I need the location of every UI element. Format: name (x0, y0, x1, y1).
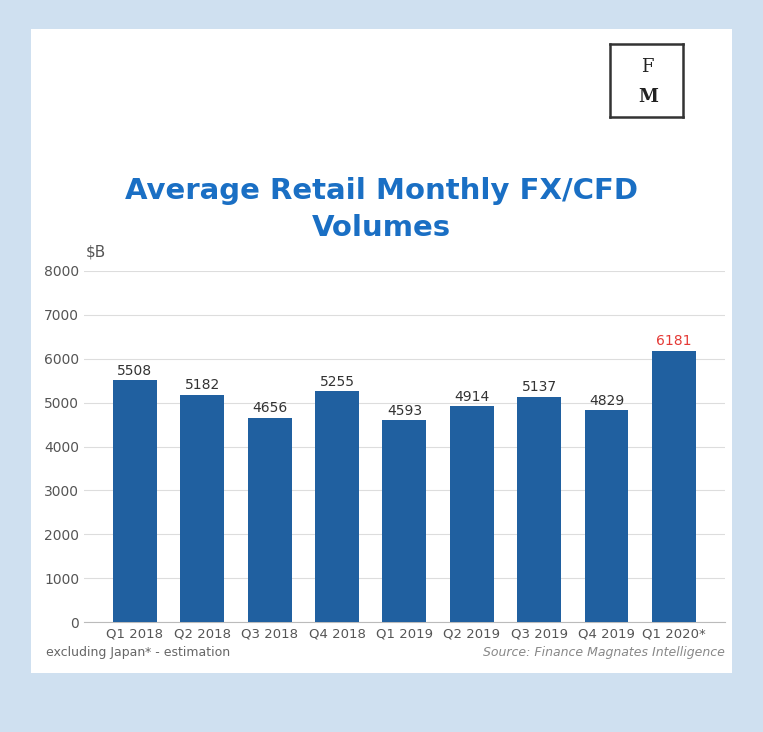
Text: 5508: 5508 (118, 364, 153, 378)
Text: M: M (638, 88, 658, 105)
Text: 4593: 4593 (387, 404, 422, 418)
Text: 6181: 6181 (656, 335, 691, 348)
Text: $B: $B (85, 245, 106, 260)
Bar (248, 418, 291, 622)
Bar (517, 397, 561, 622)
Text: * - estimation: * - estimation (145, 646, 230, 659)
Text: F: F (641, 59, 653, 76)
Text: 5182: 5182 (185, 378, 220, 392)
Text: Volumes: Volumes (312, 214, 451, 242)
Text: excluding Japan: excluding Japan (46, 646, 145, 659)
Text: Average Retail Monthly FX/CFD: Average Retail Monthly FX/CFD (125, 177, 638, 205)
Text: 4656: 4656 (252, 401, 288, 415)
Text: 5255: 5255 (320, 375, 355, 389)
Bar (315, 392, 359, 622)
Text: 5137: 5137 (522, 380, 557, 394)
Text: 4829: 4829 (589, 394, 624, 408)
Text: 4914: 4914 (454, 390, 489, 404)
Text: Source: Finance Magnates Intelligence: Source: Finance Magnates Intelligence (483, 646, 725, 659)
Bar (180, 395, 224, 622)
Bar (652, 351, 696, 622)
Bar (382, 420, 427, 622)
Bar (450, 406, 494, 622)
Bar (584, 410, 629, 622)
Bar (113, 381, 157, 622)
